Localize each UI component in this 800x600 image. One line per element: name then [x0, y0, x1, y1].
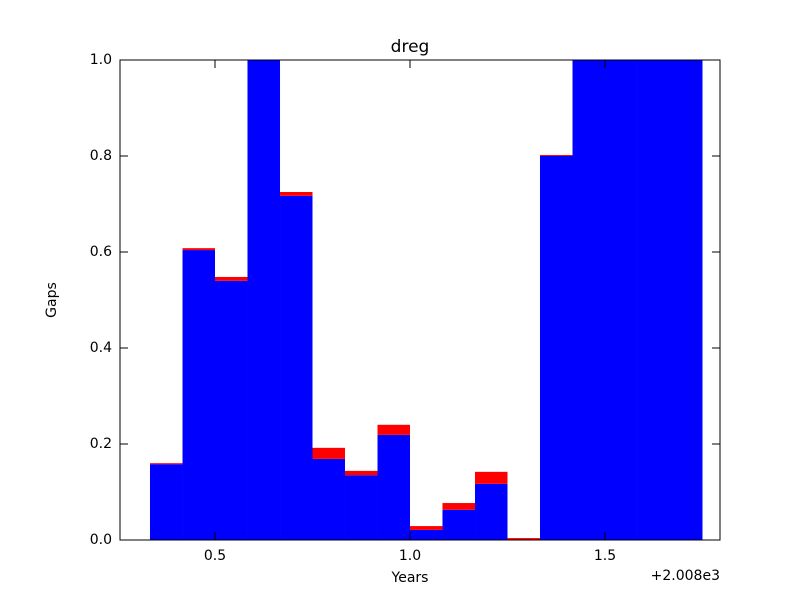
bar-segment	[442, 503, 476, 510]
bar-segment	[670, 60, 703, 540]
bar-segment	[377, 434, 410, 540]
bar-segment	[280, 192, 313, 196]
bar-segment	[312, 447, 345, 459]
bar-segment	[247, 60, 281, 540]
bar-segment	[409, 529, 443, 540]
y-tick-label: 0.0	[90, 532, 112, 548]
bar-segment	[280, 195, 313, 540]
bar-segment	[539, 156, 573, 540]
x-tick-label: 1.5	[594, 548, 616, 564]
bar-segment	[182, 250, 216, 540]
bar-segment	[215, 280, 248, 540]
y-tick-label: 0.2	[90, 436, 112, 452]
bar-segment	[442, 509, 476, 540]
y-axis-label: Gaps	[44, 282, 60, 318]
bar-segment	[475, 471, 508, 484]
chart-title: dreg	[391, 37, 430, 57]
x-tick-label: 0.5	[204, 548, 226, 564]
y-tick-label: 1.0	[90, 52, 112, 68]
bar-segment	[182, 248, 216, 251]
bar-segment	[409, 526, 443, 530]
bar-segment	[149, 463, 183, 465]
x-offset-label: +2.008e3	[651, 568, 720, 584]
y-tick-label: 0.4	[90, 340, 112, 356]
bar-segment	[149, 464, 183, 540]
bar-segment	[539, 155, 573, 156]
bar-segment	[344, 470, 378, 476]
bar-segment	[637, 60, 671, 540]
bar-segment	[507, 538, 540, 540]
y-tick-label: 0.8	[90, 148, 112, 164]
bar-segment	[312, 458, 345, 540]
x-axis-label: Years	[391, 570, 429, 586]
bar-segment	[377, 424, 410, 435]
x-tick-label: 1.0	[399, 548, 421, 564]
plot-frame	[119, 59, 721, 541]
bar-segment	[604, 60, 638, 540]
bar-segment	[215, 276, 248, 281]
bar-segment	[572, 60, 605, 540]
bar-segment	[475, 483, 508, 540]
y-tick-label: 0.6	[90, 244, 112, 260]
bar-segment	[344, 475, 378, 540]
